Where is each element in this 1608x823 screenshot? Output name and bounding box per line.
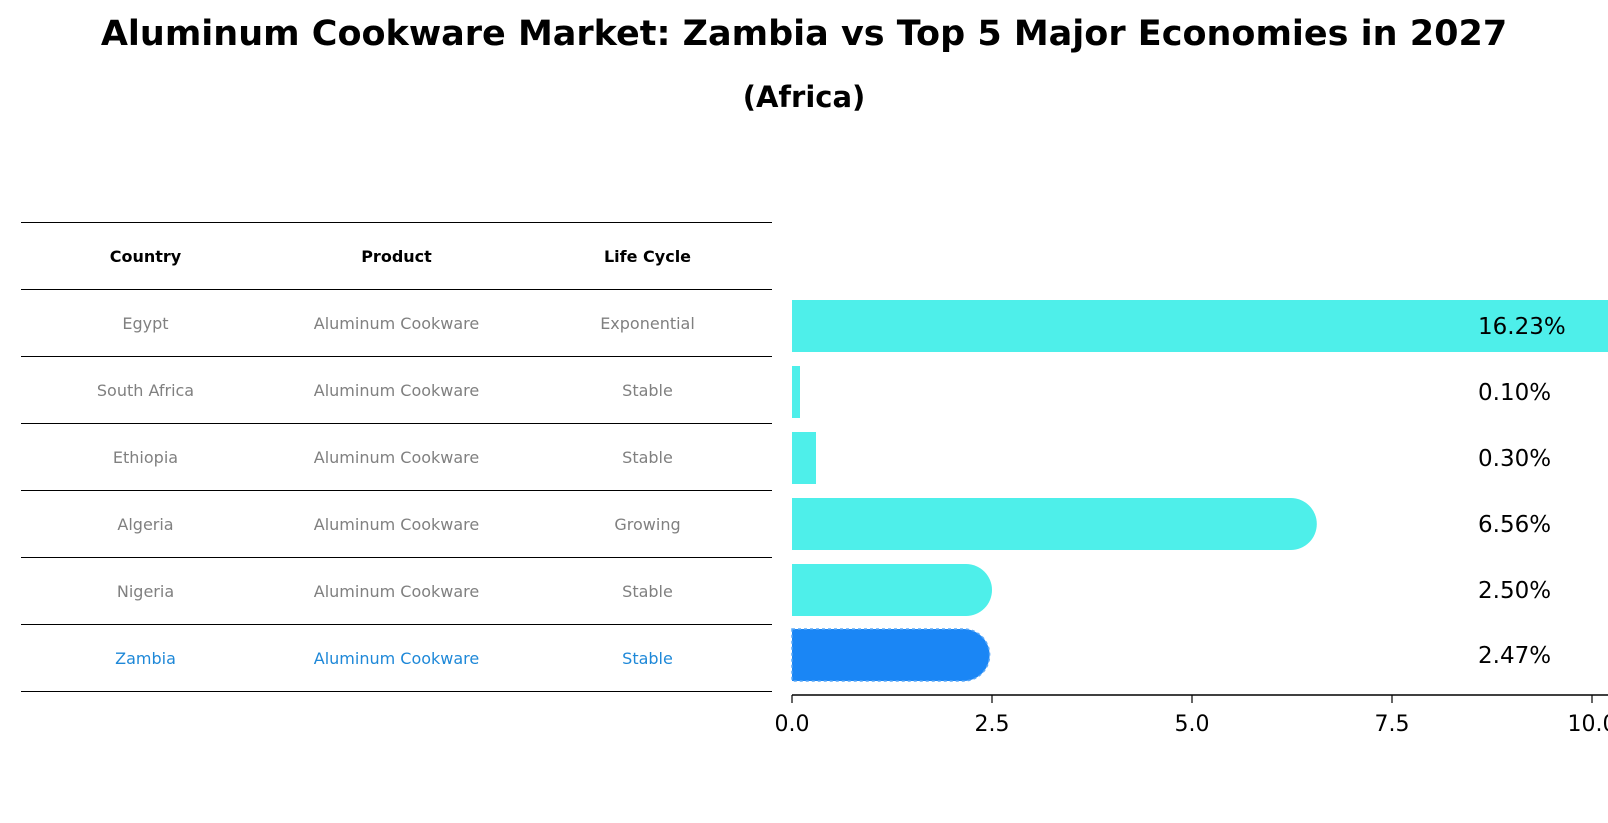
bar-south-africa [792,366,800,418]
cell-country: Egypt [122,313,169,333]
cell-life-cycle: Stable [622,380,673,400]
bar-egypt [792,300,1608,352]
cell-product: Aluminum Cookware [313,380,480,400]
cell-country: Ethiopia [112,447,179,467]
chart-subtitle: (Africa) [742,80,866,114]
value-label: 2.50% [1478,578,1551,604]
x-tick-label: 10.0 [1568,712,1608,737]
table-row: Nigeria Aluminum Cookware Stable [21,557,772,624]
table-row: Ethiopia Aluminum Cookware Stable [21,423,772,490]
cell-product: Aluminum Cookware [313,447,480,467]
table-row: South Africa Aluminum Cookware Stable [21,356,772,423]
cell-country: Zambia [115,648,176,668]
cell-life-cycle: Stable [622,447,673,467]
header-product: Product [361,246,432,266]
cell-country: Nigeria [116,581,175,601]
cell-country: South Africa [96,380,195,400]
table-row: Egypt Aluminum Cookware Exponential [21,289,772,356]
bar-nigeria [792,564,992,616]
value-label: 0.30% [1478,446,1551,472]
data-table: Country Product Life Cycle Egypt Aluminu… [21,222,772,692]
cell-life-cycle: Stable [622,581,673,601]
cell-product: Aluminum Cookware [313,648,480,668]
header-life-cycle: Life Cycle [603,246,692,266]
bar-algeria [792,498,1317,550]
x-tick-label: 2.5 [975,712,1010,737]
value-label: 6.56% [1478,512,1551,538]
cell-life-cycle: Stable [622,648,673,668]
cell-country: Algeria [117,514,174,534]
value-label: 0.10% [1478,380,1551,406]
value-label: 2.47% [1478,643,1551,669]
bar-zambia [791,628,991,682]
x-tick-label: 7.5 [1375,712,1410,737]
cell-product: Aluminum Cookware [313,581,480,601]
cell-product: Aluminum Cookware [313,313,480,333]
bar-ethiopia [792,432,816,484]
chart-title: Aluminum Cookware Market: Zambia vs Top … [100,14,1508,54]
table-row-highlight: Zambia Aluminum Cookware Stable [21,624,772,692]
header-country: Country [109,246,182,266]
x-tick-label: 0.0 [775,712,810,737]
table-header-row: Country Product Life Cycle [21,222,772,289]
value-label: 16.23% [1478,314,1566,340]
cell-life-cycle: Exponential [600,313,695,333]
cell-product: Aluminum Cookware [313,514,480,534]
x-tick-label: 5.0 [1175,712,1210,737]
table-row: Algeria Aluminum Cookware Growing [21,490,772,557]
cell-life-cycle: Growing [614,514,681,534]
